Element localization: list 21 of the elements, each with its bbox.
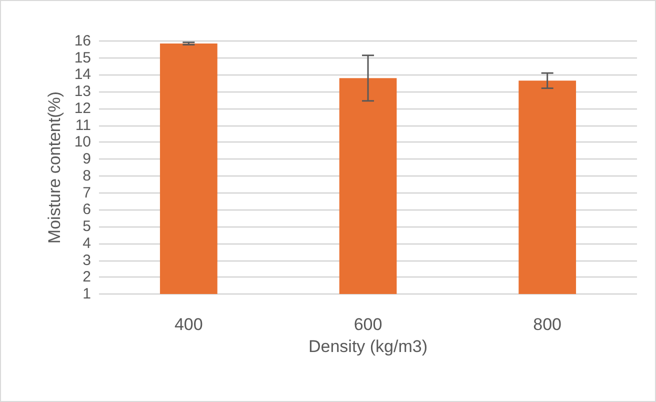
- y-tick-label: 1: [82, 286, 91, 302]
- y-tick-label: 11: [75, 116, 91, 134]
- y-tick-label: 7: [82, 184, 91, 202]
- y-tick-label: 5: [82, 218, 91, 236]
- y-tick-label: 3: [82, 252, 91, 269]
- y-tick-label: 14: [74, 66, 91, 84]
- y-tick-label: 15: [74, 49, 91, 66]
- y-tick-label: 16: [74, 32, 91, 50]
- y-tick-label: 12: [74, 100, 91, 117]
- x-tick-label: 600: [354, 315, 382, 334]
- y-tick-label: 9: [82, 150, 91, 168]
- x-axis-title: Density (kg/m3): [308, 336, 428, 356]
- y-tick-label: 6: [82, 201, 91, 218]
- y-tick-label: 13: [74, 83, 91, 100]
- y-tick-label: 10: [74, 134, 91, 151]
- y-tick-label: 2: [82, 268, 91, 286]
- x-tick-label: 800: [533, 315, 562, 334]
- y-tick-label: 4: [82, 234, 91, 252]
- y-axis-title: Moisture content(%): [45, 91, 64, 244]
- y-tick-label: 8: [82, 167, 91, 184]
- x-tick-label: 400: [174, 315, 203, 334]
